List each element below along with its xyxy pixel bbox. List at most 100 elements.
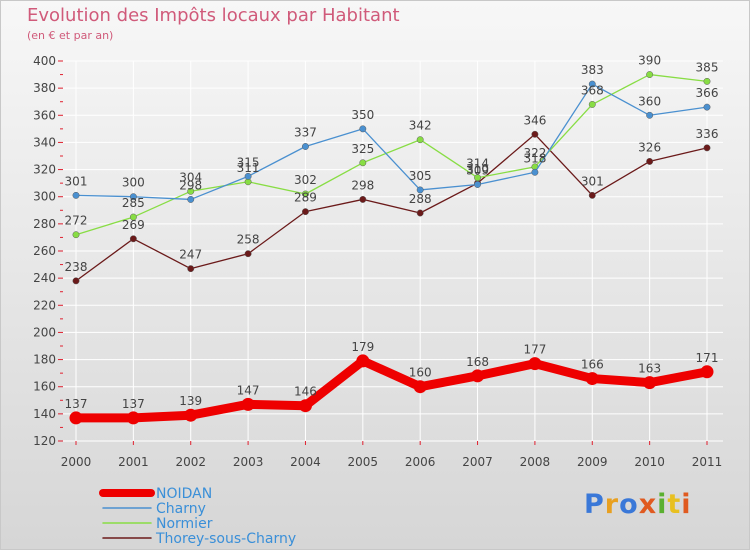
- data-label: 315: [237, 155, 260, 169]
- data-point: [531, 130, 539, 138]
- data-label: 288: [409, 192, 432, 206]
- data-label: 336: [696, 127, 719, 141]
- series-line-thorey-sous-charny: [75, 133, 708, 282]
- y-tick-label: 320: [33, 163, 56, 177]
- data-point: [69, 411, 83, 425]
- logo-letter: r: [604, 489, 620, 520]
- data-label: 385: [696, 60, 719, 74]
- data-label: 177: [523, 343, 546, 357]
- data-label: 310: [466, 162, 489, 176]
- data-label: 314: [466, 157, 489, 171]
- data-label: 139: [179, 394, 202, 408]
- y-tick-label: 180: [33, 353, 56, 367]
- data-point: [244, 250, 252, 258]
- logo-letter: i: [657, 489, 668, 520]
- data-point: [416, 209, 424, 217]
- legend-label: Charny: [156, 501, 206, 517]
- data-point: [703, 103, 711, 111]
- data-label: 147: [237, 383, 260, 397]
- data-label: 301: [581, 174, 604, 188]
- logo-letter: i: [681, 489, 692, 520]
- data-point: [129, 193, 137, 201]
- data-label: 137: [65, 397, 88, 411]
- logo-letter: t: [667, 489, 682, 520]
- data-point: [474, 174, 481, 182]
- data-label: 366: [696, 86, 719, 100]
- chart-subtitle: (en € et par an): [27, 29, 114, 42]
- y-tick-label: 400: [33, 54, 56, 68]
- data-point: [244, 172, 252, 180]
- data-point: [646, 157, 654, 165]
- y-tick-label: 360: [33, 108, 56, 122]
- data-point: [703, 77, 711, 85]
- x-tick-label: 2009: [577, 455, 608, 469]
- data-label: 326: [638, 140, 661, 154]
- series-line-noidan: [71, 356, 712, 423]
- x-tick-label: 2004: [290, 455, 321, 469]
- data-label: 137: [122, 397, 145, 411]
- data-label: 298: [179, 178, 202, 192]
- data-label: 298: [351, 178, 374, 192]
- data-label: 337: [294, 126, 317, 140]
- data-label: 322: [523, 146, 546, 160]
- x-tick-label: 2008: [520, 455, 551, 469]
- x-tick-label: 2010: [634, 455, 665, 469]
- data-point: [241, 397, 255, 411]
- data-label: 305: [409, 169, 432, 183]
- data-point: [703, 144, 711, 152]
- legend-label: Normier: [156, 516, 213, 532]
- data-label: 301: [65, 174, 88, 188]
- data-point: [129, 213, 137, 221]
- data-label: 311: [237, 161, 260, 175]
- data-point: [528, 357, 542, 371]
- data-label: 269: [122, 218, 145, 232]
- data-point: [416, 186, 424, 194]
- data-point: [72, 191, 80, 199]
- data-label: 368: [581, 83, 604, 97]
- data-point: [643, 376, 657, 390]
- data-point: [359, 125, 367, 133]
- data-label: 168: [466, 355, 489, 369]
- y-tick-label: 140: [33, 407, 56, 421]
- y-tick-label: 380: [33, 81, 56, 95]
- data-point: [184, 408, 198, 422]
- chart-title: Evolution des Impôts locaux par Habitant: [27, 5, 400, 26]
- y-tick-label: 260: [33, 244, 56, 258]
- data-point: [302, 208, 309, 216]
- data-point: [471, 369, 485, 383]
- data-point: [588, 80, 596, 88]
- x-tick-label: 2007: [462, 455, 493, 469]
- data-label: 171: [696, 351, 719, 365]
- data-label: 179: [351, 340, 374, 354]
- data-point: [359, 159, 367, 167]
- data-point: [72, 277, 80, 285]
- data-label: 160: [409, 366, 432, 380]
- data-point: [187, 187, 195, 195]
- y-tick-label: 340: [33, 135, 56, 149]
- data-point: [588, 191, 596, 199]
- data-label: 350: [351, 108, 374, 122]
- y-tick-label: 240: [33, 271, 56, 285]
- data-point: [302, 143, 309, 150]
- legend-label: NOIDAN: [156, 486, 212, 502]
- y-tick-label: 200: [33, 325, 56, 339]
- data-point: [302, 190, 309, 198]
- data-label: 318: [523, 151, 546, 165]
- data-point: [356, 354, 370, 368]
- y-tick-label: 280: [33, 217, 56, 231]
- data-point: [129, 235, 137, 243]
- x-tick-label: 2005: [348, 455, 379, 469]
- data-point: [700, 365, 714, 379]
- x-tick-label: 2003: [233, 455, 264, 469]
- data-point: [72, 231, 80, 239]
- x-tick-label: 2011: [692, 455, 723, 469]
- data-point: [126, 411, 140, 425]
- data-label: 309: [466, 164, 489, 178]
- x-tick-label: 2000: [61, 455, 92, 469]
- data-point: [187, 265, 195, 273]
- data-label: 342: [409, 119, 432, 133]
- y-tick-label: 120: [33, 434, 56, 448]
- data-label: 238: [65, 260, 88, 274]
